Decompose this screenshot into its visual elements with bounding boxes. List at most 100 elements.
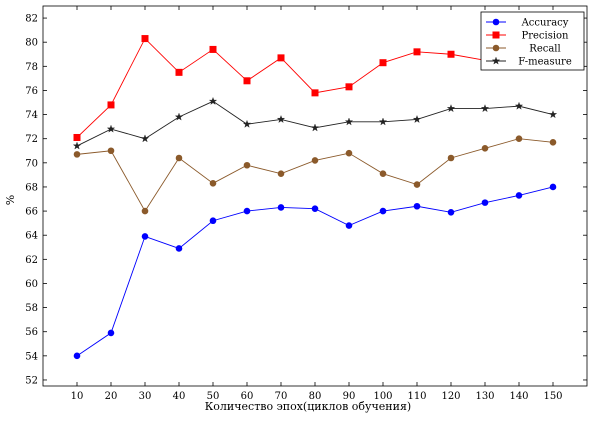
data-point-precision [379,59,387,67]
legend-marker-recall [492,44,500,52]
x-tick-label: 120 [441,391,460,402]
x-tick-label: 30 [139,391,152,402]
x-tick-label: 100 [373,391,392,402]
data-point-recall [209,180,217,187]
data-point-precision [311,89,319,97]
data-point-recall [311,157,319,164]
data-point-recall [141,207,149,215]
y-tick-label: 52 [25,375,38,386]
data-point-f-measure [310,123,320,132]
data-point-accuracy [515,192,523,199]
data-point-precision [447,50,455,58]
data-point-f-measure [208,96,218,105]
legend-marker-precision [492,31,500,39]
series-recall [73,135,557,215]
data-point-accuracy [447,208,455,216]
series-accuracy [73,183,557,360]
data-point-recall [379,170,387,177]
x-tick-label: 150 [543,391,562,402]
data-point-recall [413,181,421,188]
x-tick-label: 20 [105,391,118,402]
data-point-precision [141,35,149,43]
data-point-recall [107,147,115,155]
data-point-f-measure [412,114,422,123]
data-point-recall [481,145,489,152]
data-point-recall [243,161,251,169]
data-point-precision [73,133,81,141]
x-tick-label: 140 [509,391,528,402]
x-tick-label: 40 [173,391,186,402]
data-point-recall [447,154,455,162]
data-point-f-measure [174,112,184,121]
data-point-f-measure [514,101,524,110]
data-point-accuracy [243,207,251,215]
x-tick-label: 130 [475,391,494,402]
data-point-accuracy [413,202,421,210]
series-f-measure [72,96,558,150]
legend-label-recall: Recall [529,44,560,55]
series-layer [72,35,558,360]
x-tick-label: 10 [71,391,84,402]
data-point-precision [107,101,115,109]
data-point-precision [345,83,353,91]
data-point-accuracy [73,352,81,360]
x-tick-label: 90 [343,391,356,402]
data-point-recall [73,151,81,158]
y-tick-label: 56 [25,327,38,338]
legend-marker-f-measure [491,56,501,65]
y-tick-label: 74 [25,110,38,121]
data-point-accuracy [277,204,285,211]
data-point-f-measure [72,141,82,150]
legend-label-precision: Precision [521,31,569,42]
data-point-f-measure [140,134,150,143]
y-tick-label: 76 [25,86,38,97]
data-point-precision [209,45,217,53]
data-point-accuracy [141,233,149,240]
data-point-f-measure [378,117,388,126]
data-point-recall [175,154,183,162]
data-point-f-measure [446,104,456,113]
y-tick-label: 68 [25,182,38,193]
legend: Accuracy Precision Recall F-measure [480,11,585,71]
y-tick-label: 60 [25,279,38,290]
x-tick-label: 60 [241,391,254,402]
x-tick-label: 110 [407,391,426,402]
data-point-accuracy [481,199,489,206]
y-tick-label: 80 [25,38,38,49]
data-point-accuracy [209,217,217,225]
data-point-accuracy [379,207,387,215]
axes-layer: 10 20 30 40 50 60 70 80 90 100 110 120 130 140 150 52 54… [25,5,588,402]
data-point-recall [549,139,557,146]
data-point-recall [515,135,523,142]
data-point-f-measure [480,104,490,113]
y-tick-label: 66 [25,207,38,218]
x-axis-label: Количество эпох(циклов обучения) [205,400,411,413]
y-tick-label: 78 [25,62,38,73]
series-line-recall [76,138,554,212]
y-tick-label: 82 [25,14,38,25]
data-point-precision [277,54,285,62]
data-point-precision [243,77,251,85]
data-point-f-measure [276,114,286,123]
y-tick-label: 70 [25,158,38,169]
data-point-accuracy [311,205,319,212]
data-point-accuracy [107,329,115,337]
data-point-f-measure [548,110,558,119]
series-line-accuracy [76,186,554,357]
y-tick-label: 64 [25,231,38,242]
y-tick-label: 58 [25,303,38,314]
x-tick-label: 70 [275,391,288,402]
y-tick-label: 72 [25,134,38,145]
y-axis-label: % [4,195,17,205]
y-tick-label: 62 [25,255,38,266]
data-point-f-measure [242,119,252,128]
data-point-f-measure [106,124,116,133]
data-point-precision [175,68,183,76]
data-point-accuracy [549,183,557,191]
x-tick-label: 80 [309,391,322,402]
legend-marker-accuracy [492,18,500,26]
data-point-accuracy [345,222,353,229]
data-point-precision [413,48,421,56]
